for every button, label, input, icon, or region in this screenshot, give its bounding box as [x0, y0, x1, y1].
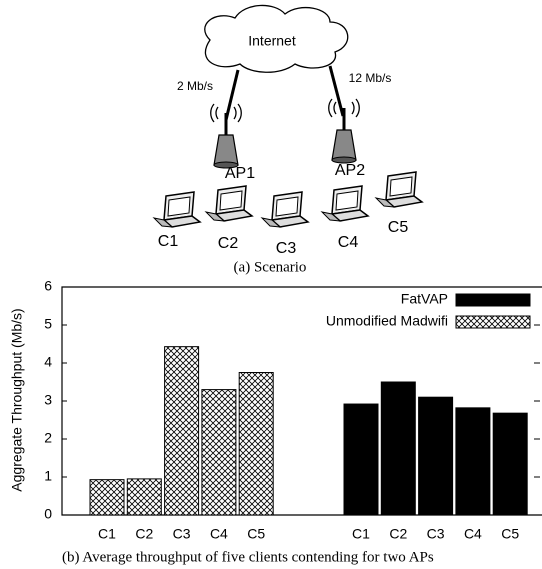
bar [418, 396, 454, 516]
access-point [327, 97, 361, 165]
link-label: 12 Mb/s [349, 71, 392, 85]
y-tick-label: 2 [44, 430, 52, 446]
bar [380, 381, 416, 516]
laptop [153, 191, 201, 228]
y-tick-label: 5 [44, 316, 52, 332]
laptop [205, 185, 253, 222]
caption: (a) Scenario [234, 259, 307, 275]
caption: (b) Average throughput of five clients c… [62, 549, 434, 565]
y-tick-label: 6 [44, 278, 52, 294]
y-tick-label: 4 [44, 354, 52, 370]
x-tick-label: C1 [98, 526, 116, 542]
link [328, 65, 345, 117]
y-tick-label: 1 [44, 468, 52, 484]
axis [61, 286, 542, 516]
x-tick-label: C3 [173, 526, 191, 542]
bar [238, 372, 274, 516]
x-tick-label: C5 [247, 526, 265, 542]
ap-label: AP1 [225, 165, 255, 182]
x-tick-label: C2 [389, 526, 407, 542]
laptop [261, 191, 309, 228]
cloud-label: Internet [248, 33, 296, 49]
y-tick-label: 3 [44, 392, 52, 408]
bar [201, 389, 237, 516]
bar [492, 412, 528, 516]
link-label: 2 Mb/s [177, 79, 213, 93]
y-tick-label: 0 [44, 506, 52, 522]
client-label: C2 [218, 235, 239, 252]
link [224, 69, 240, 121]
client-label: C5 [388, 219, 409, 236]
cloud [204, 4, 349, 73]
legend-swatch [455, 293, 531, 307]
x-tick-label: C4 [210, 526, 228, 542]
legend-label: Unmodified Madwifi [326, 313, 448, 329]
x-tick-label: C5 [501, 526, 519, 542]
x-tick-label: C1 [352, 526, 370, 542]
client-label: C3 [276, 240, 297, 257]
y-axis-label: Aggregate Throughput (Mb/s) [9, 308, 25, 491]
legend-swatch [455, 315, 531, 329]
bar [126, 478, 162, 516]
bar [455, 407, 491, 516]
laptop [321, 185, 369, 222]
laptop [375, 171, 423, 208]
x-tick-label: C3 [427, 526, 445, 542]
client-label: C4 [338, 234, 359, 251]
client-label: C1 [158, 233, 179, 250]
bar [343, 403, 379, 516]
bar [89, 479, 125, 516]
scenario-diagram: Internet 2 Mb/s 12 Mb/s AP1 AP2 C1 C2 C3… [153, 4, 423, 275]
ap-label: AP2 [335, 162, 365, 179]
legend-label: FatVAP [401, 291, 448, 307]
x-tick-label: C2 [135, 526, 153, 542]
bar [164, 346, 200, 516]
access-point [209, 102, 243, 170]
x-tick-label: C4 [464, 526, 482, 542]
